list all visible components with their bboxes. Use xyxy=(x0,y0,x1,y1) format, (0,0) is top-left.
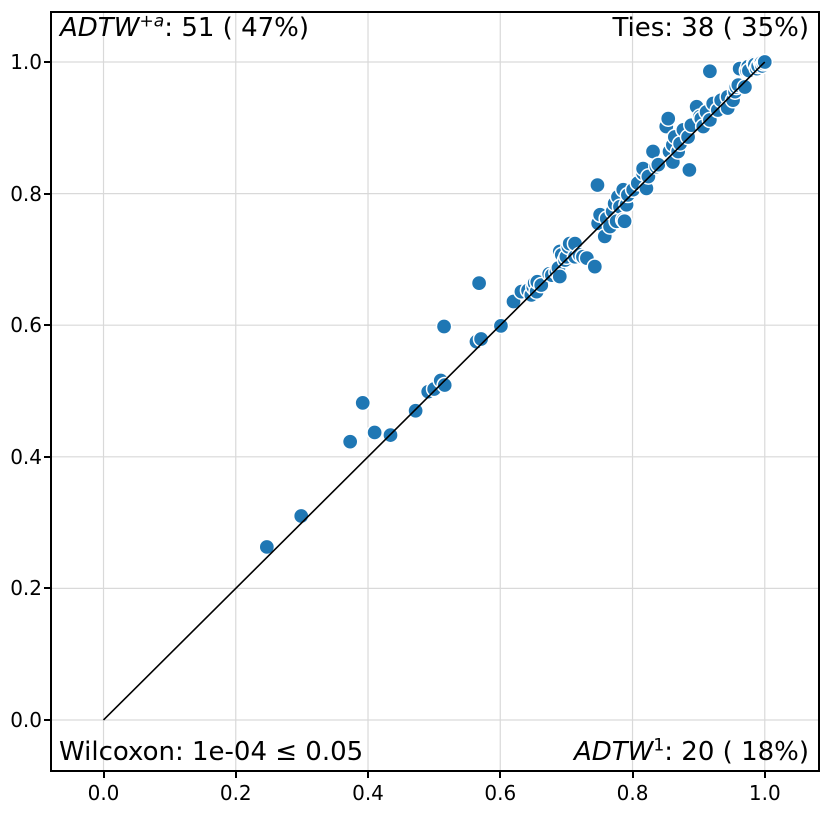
y-tick-label: 0.0 xyxy=(10,707,42,732)
x-axis-tick xyxy=(234,770,237,778)
data-point xyxy=(472,330,490,348)
method-name-y: ADTW xyxy=(60,13,140,43)
data-point xyxy=(366,424,383,441)
data-point xyxy=(649,156,667,174)
data-point xyxy=(354,394,372,412)
data-point xyxy=(589,176,606,194)
x-tick-label: 1.0 xyxy=(748,781,781,805)
wilcoxon-text: Wilcoxon: 1e-04 ≤ 0.05 xyxy=(59,737,364,768)
data-point xyxy=(492,317,510,335)
y-tick-label: 0.2 xyxy=(10,576,42,601)
annotation-wins-top-left: ADTW+a: 51 ( 47%) xyxy=(60,11,310,44)
data-point xyxy=(470,274,488,292)
y-tick-label: 0.8 xyxy=(10,181,42,206)
x-axis-tick xyxy=(499,770,502,778)
data-point xyxy=(701,62,719,80)
y-axis-tick xyxy=(44,192,52,195)
y-tick-label: 0.4 xyxy=(10,444,42,469)
x-axis-tick xyxy=(367,770,369,778)
x-axis-tick xyxy=(763,770,766,778)
data-point xyxy=(436,376,454,394)
data-point xyxy=(616,212,633,230)
wins-count-y: : 51 ( 47%) xyxy=(164,13,310,43)
data-point xyxy=(407,402,424,420)
method-name-x: ADTW xyxy=(573,737,654,768)
scatter-plot-svg xyxy=(52,13,818,770)
ties-text: Ties: 38 ( 35%) xyxy=(612,13,809,43)
method-superscript-x: 1 xyxy=(653,735,665,756)
x-tick-label: 0.2 xyxy=(219,781,252,805)
data-point xyxy=(659,110,677,127)
diagonal-reference-line xyxy=(102,61,766,721)
data-point xyxy=(292,507,310,525)
data-point xyxy=(681,161,698,179)
data-point xyxy=(341,433,359,451)
data-point xyxy=(435,318,453,335)
y-axis-tick xyxy=(44,455,52,458)
y-axis-tick xyxy=(44,587,52,590)
data-point xyxy=(736,78,754,96)
data-point xyxy=(586,258,604,275)
annotation-ties-top-right: Ties: 38 ( 35%) xyxy=(612,13,809,44)
method-superscript-y: +a xyxy=(139,11,165,32)
y-axis-tick xyxy=(44,61,52,64)
y-axis-tick xyxy=(44,718,52,721)
y-tick-label: 0.6 xyxy=(10,313,42,338)
wins-count-x: : 20 ( 18%) xyxy=(664,737,809,768)
y-tick-label: 1.0 xyxy=(10,50,42,75)
x-axis-tick xyxy=(631,770,634,778)
annotation-wins-bottom-right: ADTW1: 20 ( 18%) xyxy=(573,735,809,768)
x-tick-label: 0.8 xyxy=(616,781,649,805)
x-axis-tick xyxy=(102,770,105,778)
y-axis-tick xyxy=(44,324,52,327)
plot-area: ADTW+a: 51 ( 47%) Ties: 38 ( 35%) Wilcox… xyxy=(52,13,818,770)
data-point xyxy=(551,268,569,285)
x-tick-label: 0.0 xyxy=(87,781,120,805)
data-point xyxy=(258,538,276,556)
annotation-wilcoxon-bottom-left: Wilcoxon: 1e-04 ≤ 0.05 xyxy=(59,737,364,768)
x-tick-label: 0.4 xyxy=(352,781,384,805)
x-tick-label: 0.6 xyxy=(484,781,517,805)
